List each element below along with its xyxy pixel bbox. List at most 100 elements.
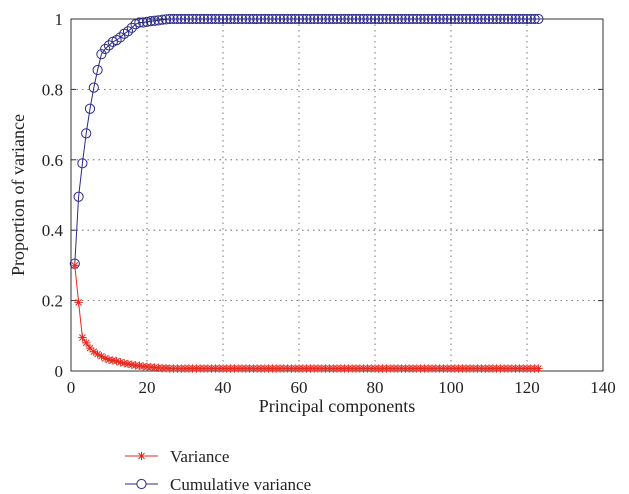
legend-item-variance: Variance [125, 447, 229, 466]
data-point [195, 13, 206, 25]
data-point [229, 13, 240, 25]
data-point [453, 13, 464, 25]
data-point [423, 13, 434, 25]
data-point [164, 13, 175, 25]
data-point [149, 15, 160, 26]
x-tick-label: 40 [215, 378, 232, 397]
data-point [221, 13, 232, 25]
data-point [225, 13, 236, 25]
x-tick-label: 80 [367, 378, 384, 397]
data-point [77, 158, 88, 169]
data-point [111, 35, 122, 46]
asterisk-stroke [79, 334, 86, 341]
x-tick-label: 60 [291, 378, 308, 397]
data-point [400, 13, 411, 25]
asterisk-stroke [105, 356, 113, 364]
data-point [282, 13, 293, 25]
data-point [240, 13, 251, 25]
data-point [461, 13, 472, 25]
data-point [267, 13, 278, 25]
data-point [176, 13, 187, 25]
data-point [407, 13, 419, 25]
data-point [202, 13, 213, 25]
axis-ticks [70, 18, 604, 372]
data-point [290, 13, 301, 25]
data-point [191, 13, 202, 25]
data-point [487, 13, 498, 25]
data-point [331, 13, 343, 25]
data-point [206, 13, 217, 25]
data-point [392, 13, 403, 25]
tick-labels: 0 20 40 60 80 100 120 140 0 0.2 0.4 0.6 0.8 1 [42, 10, 616, 397]
x-tick-label: 100 [438, 378, 464, 397]
asterisk-stroke [101, 354, 109, 362]
data-point [533, 13, 544, 25]
data-point [438, 13, 449, 25]
data-point [312, 13, 324, 25]
data-point [305, 13, 316, 25]
data-point [82, 338, 91, 348]
asterisk-stroke [535, 365, 542, 372]
data-point [358, 13, 369, 25]
data-point [84, 103, 96, 114]
data-point [495, 13, 506, 25]
data-point [145, 16, 156, 27]
data-point [126, 22, 137, 33]
data-point [324, 13, 335, 25]
data-point [483, 13, 495, 25]
data-point [157, 14, 168, 25]
legend-marker-circle [136, 478, 147, 490]
x-tick-label: 0 [67, 378, 76, 397]
data-point [187, 13, 198, 25]
asterisk-stroke [90, 348, 98, 356]
data-point [286, 13, 297, 25]
data-point [529, 13, 540, 25]
y-tick-label: 0.6 [42, 151, 63, 170]
y-tick-label: 0.4 [42, 221, 64, 240]
x-tick-label: 20 [139, 378, 156, 397]
data-point [404, 13, 415, 25]
data-point [343, 13, 354, 25]
series-line [74, 265, 539, 370]
data-point [350, 13, 362, 25]
data-point [430, 13, 441, 25]
data-point [88, 82, 99, 93]
data-point [100, 43, 111, 55]
data-point [339, 13, 350, 25]
series-variance [70, 261, 543, 373]
x-tick-label: 120 [514, 378, 540, 397]
series-cumulative-variance [69, 13, 544, 269]
data-point [141, 16, 153, 27]
x-tick-label: 140 [590, 378, 616, 397]
y-tick-label: 0.8 [42, 80, 63, 99]
asterisk-stroke [75, 298, 82, 306]
data-point [214, 13, 225, 25]
data-point [172, 13, 183, 25]
series-line [74, 18, 539, 264]
data-point [449, 13, 460, 25]
data-point [328, 13, 339, 25]
data-point [445, 13, 457, 25]
data-point [183, 13, 194, 25]
data-point [274, 13, 286, 25]
data-point [468, 13, 479, 25]
legend: Variance Cumulative variance [125, 447, 311, 494]
asterisk-stroke [120, 359, 128, 367]
data-point [210, 13, 221, 25]
asterisk-stroke [109, 357, 117, 364]
data-point [534, 364, 543, 373]
legend-circle [136, 478, 147, 490]
data-point [502, 13, 514, 25]
data-point [316, 13, 327, 25]
data-point [301, 13, 312, 25]
series-layer [69, 13, 544, 373]
data-point [134, 17, 145, 28]
legend-label-variance: Variance [170, 447, 229, 466]
data-point [263, 13, 274, 25]
asterisk-stroke [98, 352, 105, 360]
data-point [480, 13, 491, 25]
asterisk-stroke [138, 452, 145, 460]
data-point [525, 13, 536, 25]
legend-item-cumulative-variance: Cumulative variance [125, 475, 311, 494]
